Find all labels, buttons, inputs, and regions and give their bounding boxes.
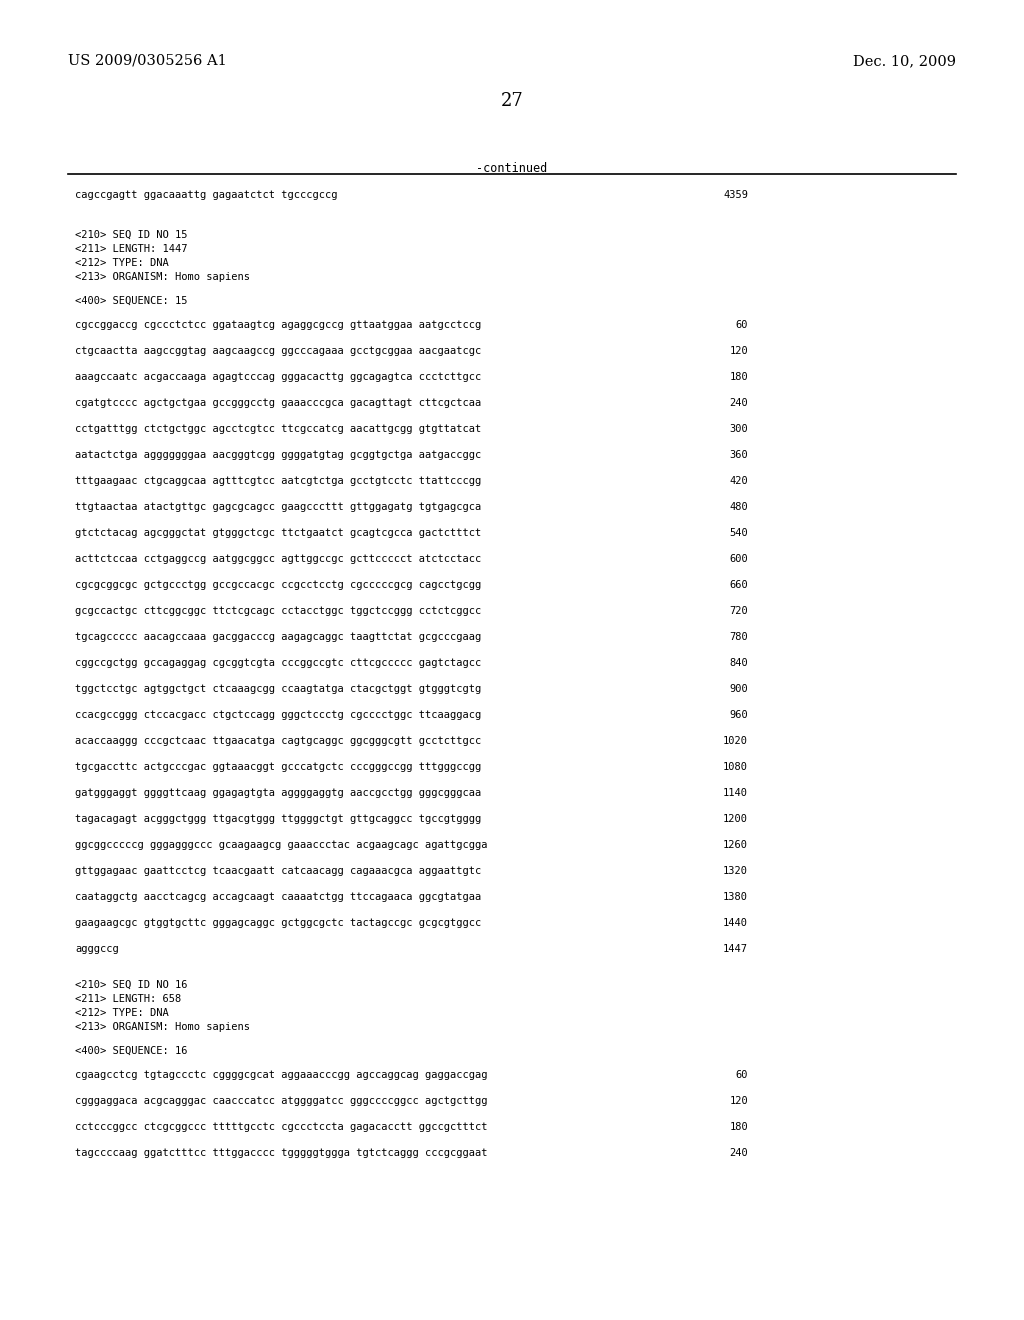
Text: <210> SEQ ID NO 16: <210> SEQ ID NO 16 (75, 979, 187, 990)
Text: tttgaagaac ctgcaggcaa agtttcgtcc aatcgtctga gcctgtcctc ttattcccgg: tttgaagaac ctgcaggcaa agtttcgtcc aatcgtc… (75, 477, 481, 486)
Text: gaagaagcgc gtggtgcttc gggagcaggc gctggcgctc tactagccgc gcgcgtggcc: gaagaagcgc gtggtgcttc gggagcaggc gctggcg… (75, 917, 481, 928)
Text: cgaagcctcg tgtagccctc cggggcgcat aggaaacccgg agccaggcag gaggaccgag: cgaagcctcg tgtagccctc cggggcgcat aggaaac… (75, 1071, 487, 1080)
Text: gtctctacag agcgggctat gtgggctcgc ttctgaatct gcagtcgcca gactctttct: gtctctacag agcgggctat gtgggctcgc ttctgaa… (75, 528, 481, 539)
Text: 1140: 1140 (723, 788, 748, 799)
Text: <212> TYPE: DNA: <212> TYPE: DNA (75, 1008, 169, 1018)
Text: 660: 660 (729, 579, 748, 590)
Text: <211> LENGTH: 1447: <211> LENGTH: 1447 (75, 244, 187, 253)
Text: 1200: 1200 (723, 814, 748, 824)
Text: 1320: 1320 (723, 866, 748, 876)
Text: acaccaaggg cccgctcaac ttgaacatga cagtgcaggc ggcgggcgtt gcctcttgcc: acaccaaggg cccgctcaac ttgaacatga cagtgca… (75, 737, 481, 746)
Text: cgatgtcccc agctgctgaa gccgggcctg gaaacccgca gacagttagt cttcgctcaa: cgatgtcccc agctgctgaa gccgggcctg gaaaccc… (75, 399, 481, 408)
Text: aaagccaatc acgaccaaga agagtcccag gggacacttg ggcagagtca ccctcttgcc: aaagccaatc acgaccaaga agagtcccag gggacac… (75, 372, 481, 381)
Text: 120: 120 (729, 1096, 748, 1106)
Text: US 2009/0305256 A1: US 2009/0305256 A1 (68, 54, 226, 69)
Text: <210> SEQ ID NO 15: <210> SEQ ID NO 15 (75, 230, 187, 240)
Text: cgcgcggcgc gctgccctgg gccgccacgc ccgcctcctg cgcccccgcg cagcctgcgg: cgcgcggcgc gctgccctgg gccgccacgc ccgcctc… (75, 579, 481, 590)
Text: 840: 840 (729, 657, 748, 668)
Text: <213> ORGANISM: Homo sapiens: <213> ORGANISM: Homo sapiens (75, 272, 250, 282)
Text: 180: 180 (729, 372, 748, 381)
Text: <211> LENGTH: 658: <211> LENGTH: 658 (75, 994, 181, 1005)
Text: tagacagagt acgggctggg ttgacgtggg ttggggctgt gttgcaggcc tgccgtgggg: tagacagagt acgggctggg ttgacgtggg ttggggc… (75, 814, 481, 824)
Text: acttctccaa cctgaggccg aatggcggcc agttggccgc gcttccccct atctcctacc: acttctccaa cctgaggccg aatggcggcc agttggc… (75, 554, 481, 564)
Text: 60: 60 (735, 319, 748, 330)
Text: ggcggcccccg gggagggccc gcaagaagcg gaaaccctac acgaagcagc agattgcgga: ggcggcccccg gggagggccc gcaagaagcg gaaacc… (75, 840, 487, 850)
Text: <400> SEQUENCE: 16: <400> SEQUENCE: 16 (75, 1045, 187, 1056)
Text: 360: 360 (729, 450, 748, 459)
Text: Dec. 10, 2009: Dec. 10, 2009 (853, 54, 956, 69)
Text: 4359: 4359 (723, 190, 748, 201)
Text: cagccgagtt ggacaaattg gagaatctct tgcccgccg: cagccgagtt ggacaaattg gagaatctct tgcccgc… (75, 190, 338, 201)
Text: cggccgctgg gccagaggag cgcggtcgta cccggccgtc cttcgccccc gagtctagcc: cggccgctgg gccagaggag cgcggtcgta cccggcc… (75, 657, 481, 668)
Text: ctgcaactta aagccggtag aagcaagccg ggcccagaaa gcctgcggaa aacgaatcgc: ctgcaactta aagccggtag aagcaagccg ggcccag… (75, 346, 481, 356)
Text: tgcgaccttc actgcccgac ggtaaacggt gcccatgctc cccgggccgg tttgggccgg: tgcgaccttc actgcccgac ggtaaacggt gcccatg… (75, 762, 481, 772)
Text: 900: 900 (729, 684, 748, 694)
Text: 480: 480 (729, 502, 748, 512)
Text: cctcccggcc ctcgcggccc tttttgcctc cgccctccta gagacacctt ggccgctttct: cctcccggcc ctcgcggccc tttttgcctc cgccctc… (75, 1122, 487, 1133)
Text: 60: 60 (735, 1071, 748, 1080)
Text: 420: 420 (729, 477, 748, 486)
Text: 180: 180 (729, 1122, 748, 1133)
Text: cctgatttgg ctctgctggc agcctcgtcc ttcgccatcg aacattgcgg gtgttatcat: cctgatttgg ctctgctggc agcctcgtcc ttcgcca… (75, 424, 481, 434)
Text: tagccccaag ggatctttcc tttggacccc tgggggtggga tgtctcaggg cccgcggaat: tagccccaag ggatctttcc tttggacccc tgggggt… (75, 1148, 487, 1158)
Text: <400> SEQUENCE: 15: <400> SEQUENCE: 15 (75, 296, 187, 306)
Text: 120: 120 (729, 346, 748, 356)
Text: 240: 240 (729, 1148, 748, 1158)
Text: cgggaggaca acgcagggac caacccatcc atggggatcc gggccccggcc agctgcttgg: cgggaggaca acgcagggac caacccatcc atgggga… (75, 1096, 487, 1106)
Text: ttgtaactaa atactgttgc gagcgcagcc gaagcccttt gttggagatg tgtgagcgca: ttgtaactaa atactgttgc gagcgcagcc gaagccc… (75, 502, 481, 512)
Text: 1447: 1447 (723, 944, 748, 954)
Text: 1440: 1440 (723, 917, 748, 928)
Text: 240: 240 (729, 399, 748, 408)
Text: ccacgccggg ctccacgacc ctgctccagg gggctccctg cgcccctggc ttcaaggacg: ccacgccggg ctccacgacc ctgctccagg gggctcc… (75, 710, 481, 719)
Text: agggccg: agggccg (75, 944, 119, 954)
Text: 780: 780 (729, 632, 748, 642)
Text: cgccggaccg cgccctctcc ggataagtcg agaggcgccg gttaatggaa aatgcctccg: cgccggaccg cgccctctcc ggataagtcg agaggcg… (75, 319, 481, 330)
Text: tgcagccccc aacagccaaa gacggacccg aagagcaggc taagttctat gcgcccgaag: tgcagccccc aacagccaaa gacggacccg aagagca… (75, 632, 481, 642)
Text: 1260: 1260 (723, 840, 748, 850)
Text: gatgggaggt ggggttcaag ggagagtgta aggggaggtg aaccgcctgg gggcgggcaa: gatgggaggt ggggttcaag ggagagtgta aggggag… (75, 788, 481, 799)
Text: 720: 720 (729, 606, 748, 616)
Text: 1020: 1020 (723, 737, 748, 746)
Text: <212> TYPE: DNA: <212> TYPE: DNA (75, 257, 169, 268)
Text: gcgccactgc cttcggcggc ttctcgcagc cctacctggc tggctccggg cctctcggcc: gcgccactgc cttcggcggc ttctcgcagc cctacct… (75, 606, 481, 616)
Text: 300: 300 (729, 424, 748, 434)
Text: 600: 600 (729, 554, 748, 564)
Text: 540: 540 (729, 528, 748, 539)
Text: 1080: 1080 (723, 762, 748, 772)
Text: -continued: -continued (476, 162, 548, 176)
Text: 1380: 1380 (723, 892, 748, 902)
Text: <213> ORGANISM: Homo sapiens: <213> ORGANISM: Homo sapiens (75, 1022, 250, 1032)
Text: tggctcctgc agtggctgct ctcaaagcgg ccaagtatga ctacgctggt gtgggtcgtg: tggctcctgc agtggctgct ctcaaagcgg ccaagta… (75, 684, 481, 694)
Text: 27: 27 (501, 92, 523, 110)
Text: aatactctga agggggggaa aacgggtcgg ggggatgtag gcggtgctga aatgaccggc: aatactctga agggggggaa aacgggtcgg ggggatg… (75, 450, 481, 459)
Text: gttggagaac gaattcctcg tcaacgaatt catcaacagg cagaaacgca aggaattgtc: gttggagaac gaattcctcg tcaacgaatt catcaac… (75, 866, 481, 876)
Text: caataggctg aacctcagcg accagcaagt caaaatctgg ttccagaaca ggcgtatgaa: caataggctg aacctcagcg accagcaagt caaaatc… (75, 892, 481, 902)
Text: 960: 960 (729, 710, 748, 719)
